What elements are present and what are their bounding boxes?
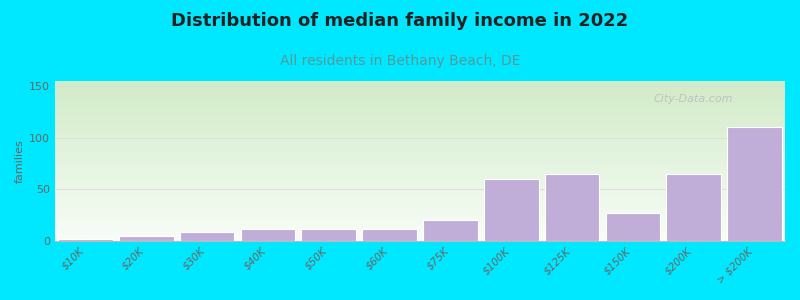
Bar bbox=[180, 232, 234, 241]
Bar bbox=[666, 174, 721, 241]
Text: City-Data.com: City-Data.com bbox=[654, 94, 733, 104]
Bar bbox=[302, 229, 356, 241]
Bar bbox=[727, 128, 782, 241]
Text: Distribution of median family income in 2022: Distribution of median family income in … bbox=[171, 12, 629, 30]
Bar bbox=[241, 229, 295, 241]
Bar bbox=[484, 179, 538, 241]
Y-axis label: families: families bbox=[15, 139, 25, 183]
Text: All residents in Bethany Beach, DE: All residents in Bethany Beach, DE bbox=[280, 54, 520, 68]
Bar bbox=[606, 213, 660, 241]
Bar bbox=[362, 229, 417, 241]
Bar bbox=[119, 236, 174, 241]
Bar bbox=[545, 174, 599, 241]
Bar bbox=[423, 220, 478, 241]
Bar bbox=[58, 239, 113, 241]
